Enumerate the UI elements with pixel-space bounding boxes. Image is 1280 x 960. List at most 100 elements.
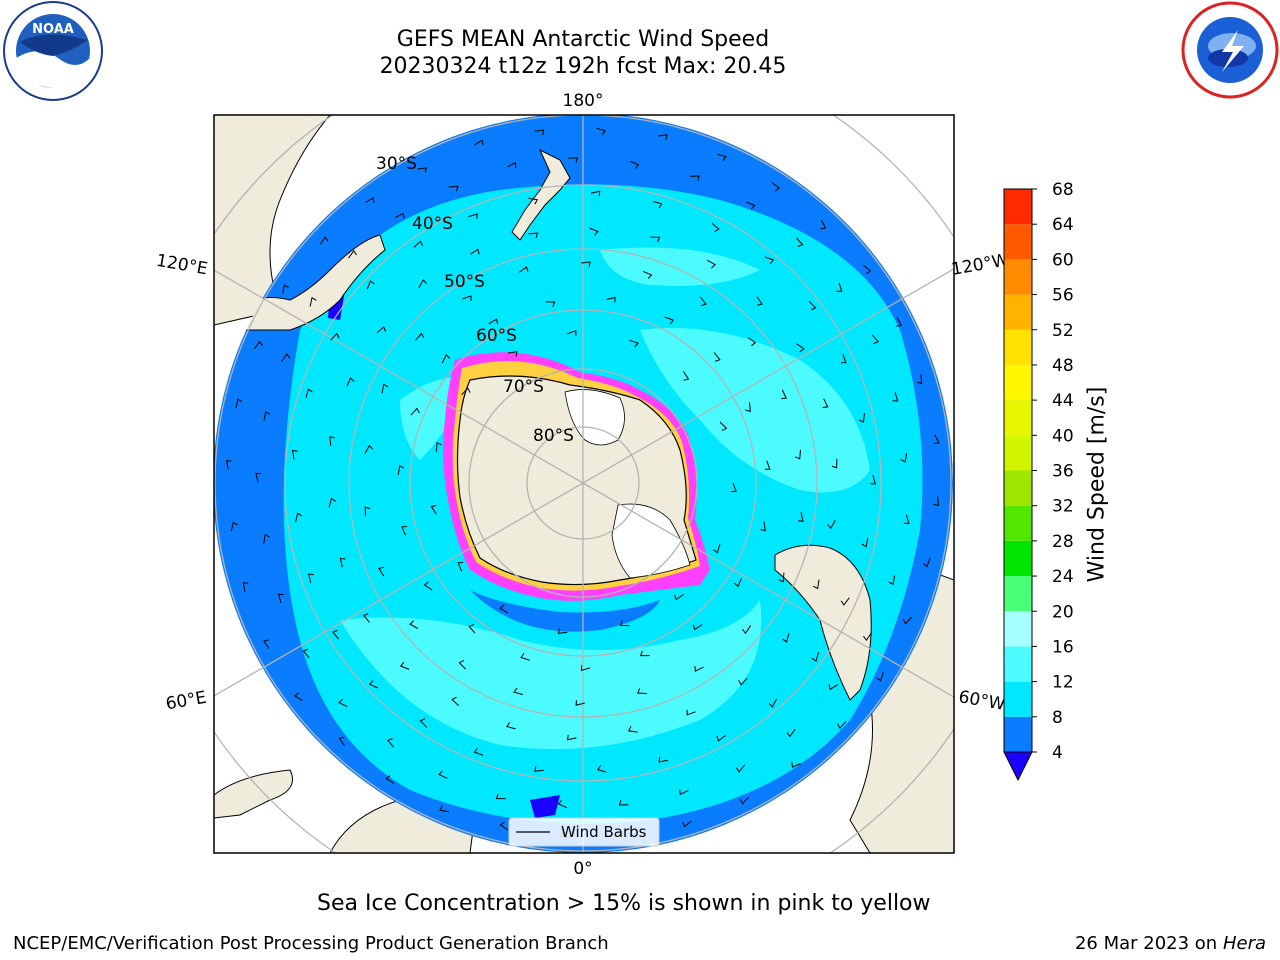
- colorbar-block: [1004, 259, 1032, 295]
- wind-barb-icon: [650, 236, 661, 243]
- wind-barb-icon: [567, 734, 577, 741]
- wind-barb-icon: [692, 624, 703, 631]
- wind-barb-icon: [235, 398, 243, 409]
- lon-label-180: 180°: [563, 91, 604, 111]
- wind-barb-icon: [840, 354, 847, 364]
- colorbar-block: [1004, 224, 1032, 260]
- colorbar-tick-label: 44: [1052, 391, 1074, 411]
- wind-barb-icon: [742, 625, 751, 635]
- wind-barb-icon: [811, 652, 819, 662]
- wind-barb-icon: [738, 677, 748, 686]
- wind-barb-icon: [782, 633, 790, 643]
- wind-barb-icon: [366, 280, 375, 290]
- wind-barb-icon: [840, 597, 850, 606]
- wind-barb-icon: [796, 343, 805, 353]
- colorbar-extend-triangle: [1003, 751, 1033, 782]
- wind-barb-icon: [385, 775, 395, 784]
- wind-barb-icon: [934, 434, 940, 444]
- wind-barb-icon: [474, 139, 484, 146]
- wind-barb-icon: [534, 129, 545, 136]
- wind-barb-icon: [619, 620, 630, 627]
- map-frame: [214, 115, 954, 853]
- colorbar-block: [1004, 189, 1032, 225]
- wind-barb-icon: [664, 316, 675, 325]
- wind-barb-icon: [643, 270, 653, 279]
- colorbar-block: [1004, 400, 1032, 436]
- nws-logo-icon: [1181, 1, 1279, 99]
- colorbar-tick-label: 36: [1052, 462, 1074, 482]
- colorbar-label: Wind Speed [m/s]: [1084, 386, 1110, 583]
- wind-barb-icon: [652, 201, 663, 209]
- wind-barb-icon: [413, 240, 424, 248]
- wind-barb-icon: [808, 301, 817, 311]
- footer-date-text: 26 Mar 2023 on: [1074, 933, 1218, 954]
- lat-label-40s: 40°S: [412, 214, 453, 234]
- wind-barb-icon: [468, 213, 478, 220]
- wind-barb-icon: [339, 557, 346, 568]
- wind-barb-icon: [922, 557, 931, 568]
- wind-barb-icon: [863, 265, 872, 275]
- colorbar-block: [1004, 611, 1032, 647]
- wind-barb-icon: [812, 579, 820, 590]
- wind-barb-icon: [294, 692, 303, 702]
- wind-barb-icon: [368, 680, 379, 689]
- colorbar-tick-label: 68: [1052, 180, 1074, 200]
- wind-barb-icon: [461, 387, 471, 396]
- wind-barb-icon: [768, 698, 778, 708]
- wind-barb-icon: [747, 337, 757, 347]
- colorbar-block: [1004, 681, 1032, 717]
- wind-barb-icon: [302, 648, 310, 659]
- wind-barb-icon: [263, 411, 271, 421]
- wind-barb-icon: [415, 332, 425, 341]
- wind-barb-icon: [791, 762, 801, 768]
- wind-barb-icon: [282, 284, 289, 295]
- wind-barb-icon: [362, 613, 370, 623]
- wind-barb-icon: [778, 572, 785, 583]
- wind-barb-icon: [796, 237, 804, 248]
- wind-barb-icon: [900, 452, 908, 463]
- wind-barb-icon: [332, 629, 339, 640]
- wind-barb-icon: [410, 407, 420, 416]
- wind-barb-icon: [764, 256, 775, 265]
- colorbar-block: [1004, 716, 1032, 752]
- wind-barb-icon: [575, 700, 585, 706]
- wind-barb-icon: [590, 190, 601, 197]
- wind-barbs: [225, 127, 940, 839]
- wind-barb-icon: [255, 472, 261, 483]
- wind-barb-icon: [629, 339, 639, 348]
- wind-barb-icon: [520, 653, 530, 661]
- colorbar-tick-label: 24: [1052, 567, 1074, 587]
- wind-barb-icon: [557, 628, 568, 634]
- colorbar-tick-label: 8: [1052, 708, 1063, 728]
- wind-barb-icon: [439, 805, 449, 813]
- wind-barb-icon: [309, 296, 317, 307]
- colorbar-block: [1004, 576, 1032, 612]
- wind-barb-icon: [903, 514, 910, 525]
- wind-barb-icon: [253, 340, 263, 350]
- lon-label-60e: 60°E: [164, 688, 208, 715]
- wind-barb-icon: [568, 157, 579, 163]
- wind-barb-icon: [435, 442, 442, 452]
- wind-barb-icon: [364, 506, 371, 517]
- wind-barb-icon: [513, 687, 523, 696]
- wind-barb-icon: [242, 582, 249, 592]
- colorbar-tick-label: 32: [1052, 497, 1074, 517]
- colorbar-block: [1004, 646, 1032, 682]
- colorbar-tick-label: 20: [1052, 602, 1074, 622]
- colorbar-tick-label: 60: [1052, 250, 1074, 270]
- wind-barb-icon: [473, 747, 484, 756]
- wind-barb-icon: [836, 282, 843, 292]
- colorbar-block: [1004, 470, 1032, 506]
- wind-barb-icon: [618, 800, 629, 806]
- wind-barb-icon: [438, 770, 448, 779]
- wind-barb-icon: [528, 197, 539, 205]
- wind-barb-icon: [291, 449, 298, 460]
- colorbar-tick-label: 52: [1052, 321, 1074, 341]
- wind-barb-icon: [735, 764, 746, 773]
- colorbar-block: [1004, 294, 1032, 330]
- wind-barb-icon: [295, 512, 303, 523]
- wind-barb-icon: [700, 296, 707, 307]
- wind-barb-icon: [786, 728, 796, 738]
- wind-barb-icon: [756, 296, 763, 306]
- wind-barb-icon: [596, 765, 607, 773]
